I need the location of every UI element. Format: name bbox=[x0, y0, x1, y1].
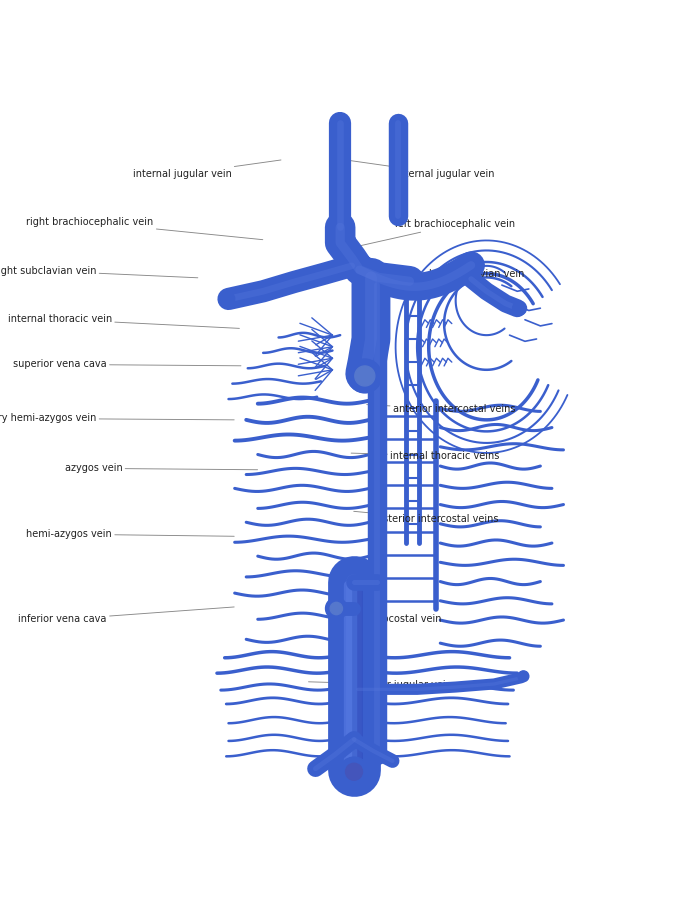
Circle shape bbox=[355, 366, 375, 386]
Text: anterior intercostal veins: anterior intercostal veins bbox=[367, 404, 515, 415]
Text: superior vena cava: superior vena cava bbox=[14, 359, 241, 369]
Text: inferior vena cava: inferior vena cava bbox=[18, 607, 234, 625]
Circle shape bbox=[512, 302, 527, 315]
Circle shape bbox=[346, 763, 362, 780]
Text: hemi-azygos vein: hemi-azygos vein bbox=[26, 529, 234, 539]
Circle shape bbox=[330, 602, 342, 615]
Text: posterior intercostal veins: posterior intercostal veins bbox=[354, 511, 498, 524]
Circle shape bbox=[348, 359, 382, 393]
Text: lumbar jugular vein: lumbar jugular vein bbox=[308, 680, 452, 689]
Text: external jugular vein: external jugular vein bbox=[346, 160, 494, 179]
Text: subcostal vein: subcostal vein bbox=[335, 614, 441, 625]
Text: right brachiocephalic vein: right brachiocephalic vein bbox=[26, 217, 263, 239]
Text: accesory hemi-azygos vein: accesory hemi-azygos vein bbox=[0, 413, 234, 424]
Text: left subclavian vein: left subclavian vein bbox=[381, 269, 524, 283]
Text: internal thoracic vein: internal thoracic vein bbox=[8, 314, 240, 328]
Text: internal thoracic veins: internal thoracic veins bbox=[351, 451, 500, 461]
Text: internal jugular vein: internal jugular vein bbox=[133, 160, 281, 179]
Text: left brachiocephalic vein: left brachiocephalic vein bbox=[356, 220, 516, 247]
Circle shape bbox=[219, 292, 235, 307]
Circle shape bbox=[340, 757, 369, 787]
Text: azygos vein: azygos vein bbox=[65, 464, 258, 473]
Circle shape bbox=[518, 670, 529, 681]
Text: right subclavian vein: right subclavian vein bbox=[0, 266, 198, 278]
Circle shape bbox=[325, 598, 347, 619]
